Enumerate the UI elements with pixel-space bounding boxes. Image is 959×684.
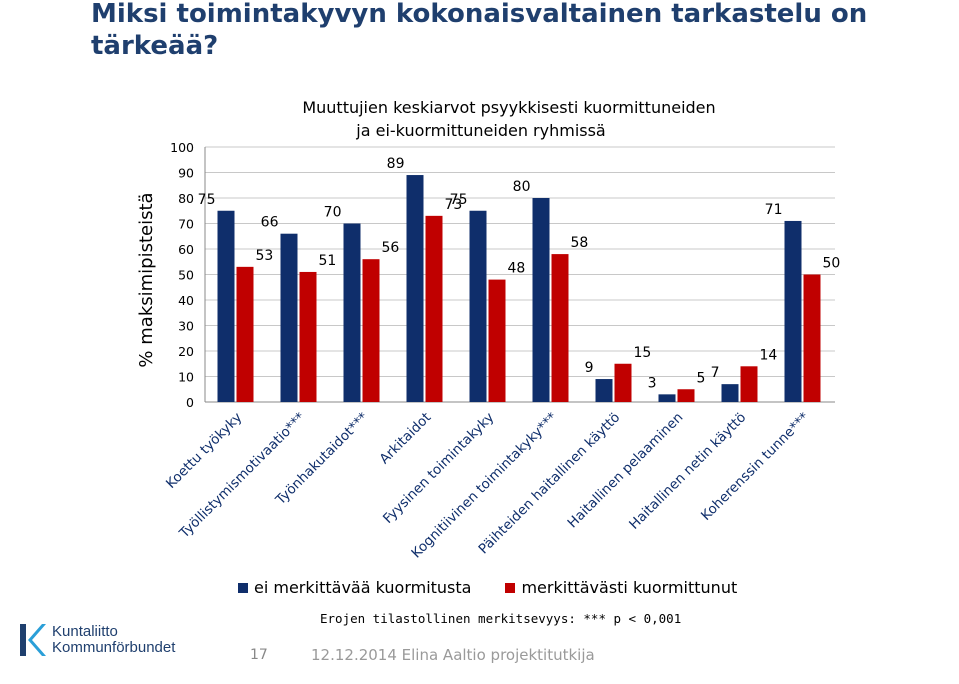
logo-line-2: Kommunförbundet [52, 639, 176, 656]
y-tick-label: 80 [178, 191, 194, 206]
data-label: 14 [760, 347, 778, 363]
bar [280, 233, 298, 402]
y-tick-label: 40 [178, 293, 194, 308]
legend-swatch-series-2 [505, 582, 516, 593]
y-tick-label: 20 [178, 344, 194, 359]
y-tick-label: 30 [178, 319, 194, 334]
legend-label-series-1: ei merkittävää kuormitusta [254, 578, 472, 597]
slide-title: Miksi toimintakyvyn kokonaisvaltainen ta… [91, 0, 868, 61]
y-tick-label: 90 [178, 166, 194, 181]
bar [595, 379, 613, 402]
bar [362, 259, 380, 402]
bar [551, 254, 569, 402]
data-label: 56 [382, 240, 400, 256]
bar [425, 215, 443, 402]
data-label: 15 [634, 345, 652, 361]
x-tick-label: Koherenssin tunne*** [698, 409, 812, 523]
x-tick-label: Fyysinen toimintakyky [380, 410, 497, 527]
x-tick-label: Arkitaidot [376, 410, 434, 468]
data-label: 7 [711, 365, 720, 381]
bar [677, 389, 695, 402]
data-label: 3 [648, 375, 657, 391]
y-tick-label: 60 [178, 242, 194, 257]
chart-subtitle: ja ei-kuormittuneiden ryhmissä [355, 121, 605, 140]
data-label: 53 [256, 248, 274, 264]
bar [299, 271, 317, 402]
bar [740, 366, 758, 402]
y-tick-label: 100 [170, 140, 194, 155]
page-number: 17 [250, 647, 268, 663]
data-label: 70 [324, 205, 342, 221]
data-label: 73 [445, 197, 463, 213]
bar [406, 175, 424, 402]
y-tick-label: 0 [186, 395, 194, 410]
x-tick-label: Haitallinen netin käyttö [626, 410, 749, 533]
data-label: 89 [387, 156, 405, 172]
bar [721, 384, 739, 402]
data-label: 71 [765, 202, 783, 218]
legend-label-series-2: merkittävästi kuormittunut [521, 578, 738, 597]
chart-legend: ei merkittävää kuormitusta merkittävästi… [238, 578, 771, 597]
kuntaliitto-logo: Kuntaliitto Kommunförbundet [16, 620, 175, 660]
y-tick-label: 10 [178, 370, 194, 385]
logo-mark-icon [20, 624, 46, 656]
data-label: 51 [319, 253, 337, 269]
bar [217, 210, 235, 402]
data-label: 50 [823, 256, 841, 272]
data-label: 80 [513, 179, 531, 195]
legend-swatch-series-1 [238, 582, 248, 593]
data-label: 9 [585, 360, 594, 376]
y-tick-label: 70 [178, 217, 194, 232]
bar [236, 266, 254, 402]
bar [488, 279, 506, 402]
y-tick-label: 50 [178, 268, 194, 283]
data-label: 75 [198, 192, 216, 208]
data-label: 48 [508, 261, 526, 277]
bar [532, 198, 550, 402]
bar [614, 363, 632, 402]
legend-item-series-2: merkittävästi kuormittunut [505, 578, 737, 597]
bar [803, 274, 821, 402]
bar [658, 394, 676, 402]
data-label: 66 [261, 215, 279, 231]
significance-note: Erojen tilastollinen merkitsevyys: *** p… [320, 611, 682, 626]
logo-line-1: Kuntaliitto [52, 623, 118, 640]
y-axis-label: % maksimipisteistä [136, 192, 157, 367]
bar [343, 223, 361, 402]
legend-item-series-1: ei merkittävää kuormitusta [238, 578, 471, 597]
bar [784, 220, 802, 402]
bar [469, 210, 487, 402]
data-label: 5 [697, 370, 706, 386]
footer-text: 12.12.2014 Elina Aaltio projektitutkija [311, 646, 595, 664]
data-label: 58 [571, 235, 589, 251]
x-tick-label: Työllistymismotivaatio*** [176, 409, 309, 542]
chart-title: Muuttujien keskiarvot psyykkisesti kuorm… [302, 98, 715, 117]
data-label: 75 [450, 192, 468, 208]
x-tick-label: Haitallinen pelaaminen [565, 410, 687, 532]
